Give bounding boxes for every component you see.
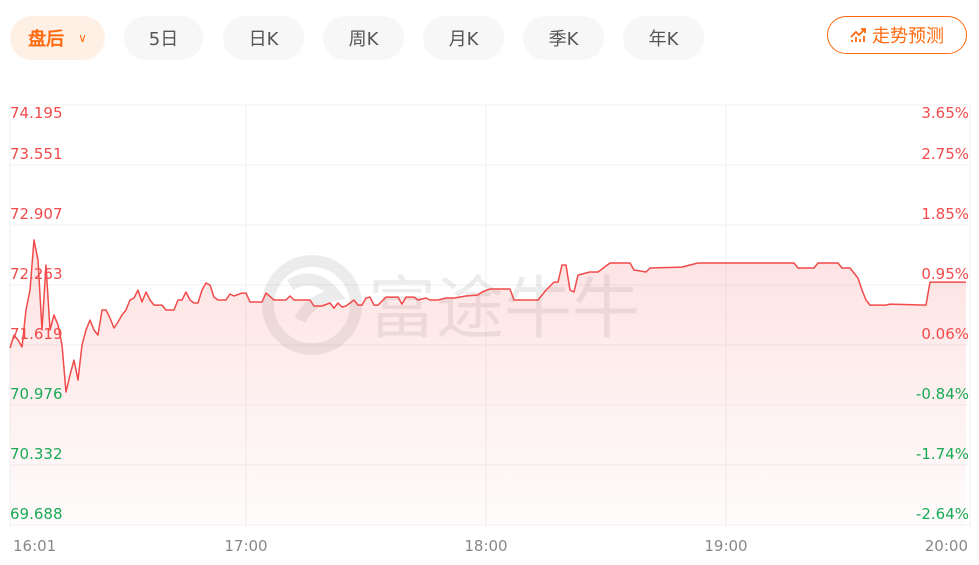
tab-monthly-k[interactable]: 月K [423, 16, 504, 60]
price-line [9, 239, 966, 393]
tab-yearly-k[interactable]: 年K [623, 16, 704, 60]
tab-quarterly-k[interactable]: 季K [523, 16, 604, 60]
tab-5day[interactable]: 5日 [124, 16, 203, 60]
x-tick-label: 19:00 [704, 537, 747, 555]
y-tick-label-right: 2.75% [921, 145, 969, 163]
x-tick-label: 17:00 [224, 537, 267, 555]
y-axis-left: 74.195 73.551 72.907 72.263 71.619 70.976 70.3… [10, 104, 63, 523]
y-tick-label-left: 73.551 [10, 145, 63, 163]
x-tick-label: 16:01 [13, 537, 56, 555]
tab-daily-k[interactable]: 日K [223, 16, 304, 60]
trend-prediction-button[interactable]: 走势预测 [827, 16, 967, 54]
y-tick-label-left: 70.332 [10, 445, 63, 463]
chevron-down-icon[interactable]: ∨ [78, 31, 87, 45]
y-axis-right: 3.65% 2.75% 1.85% 0.95% 0.06% -0.84% -1.74% -2.… [916, 104, 969, 523]
y-tick-label-right: 3.65% [921, 104, 969, 122]
x-axis: 16:01 17:00 18:00 19:00 20:00 [13, 537, 968, 555]
y-tick-label-right: -2.64% [916, 505, 969, 523]
tab-after-hours[interactable]: 盘后 ∨ [10, 16, 105, 60]
y-tick-label-left: 69.688 [10, 505, 63, 523]
tab-label: 盘后 [28, 29, 65, 50]
y-tick-label-right: 0.06% [921, 325, 969, 343]
y-tick-label-right: 1.85% [921, 205, 969, 223]
y-tick-label-left: 72.263 [10, 265, 63, 283]
y-tick-label-left: 71.619 [10, 325, 63, 343]
y-tick-label-left: 74.195 [10, 104, 63, 122]
trend-prediction-label: 走势预测 [872, 26, 944, 47]
x-tick-label: 20:00 [925, 537, 968, 555]
y-tick-label-left: 70.976 [10, 385, 63, 403]
x-tick-label: 18:00 [464, 537, 507, 555]
y-tick-label-left: 72.907 [10, 205, 63, 223]
trend-chart-icon [850, 28, 866, 42]
price-area [10, 240, 966, 525]
y-tick-label-right: -1.74% [916, 445, 969, 463]
tab-weekly-k[interactable]: 周K [323, 16, 404, 60]
y-tick-label-right: 0.95% [921, 265, 969, 283]
y-tick-label-right: -0.84% [916, 385, 969, 403]
